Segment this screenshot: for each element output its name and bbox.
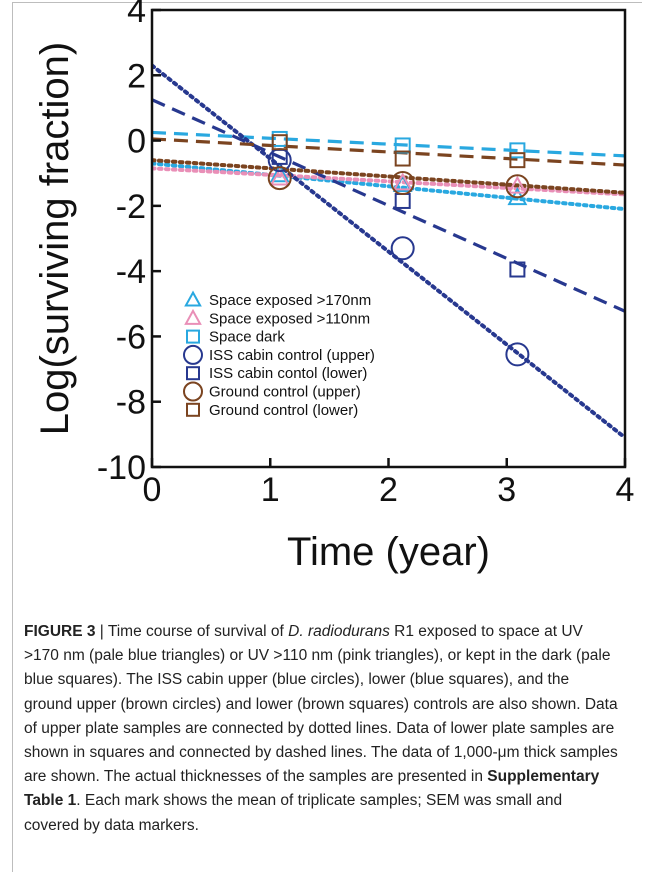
- point-series-1-0: [269, 167, 290, 186]
- caption-separator: |: [95, 623, 108, 640]
- y-tick-label-7: -10: [97, 449, 146, 487]
- point-series-0-0: [269, 164, 290, 183]
- point-series-1-2: [507, 175, 528, 194]
- point-series-6-0: [271, 134, 288, 151]
- legend-label-3: ISS cabin control (upper): [209, 347, 375, 364]
- data-markers: [267, 130, 530, 367]
- figure-frame: [12, 2, 642, 872]
- x-axis-label: Time (year): [287, 530, 490, 574]
- fit-line-series-1: [152, 166, 625, 197]
- caption-text-1: Time course of survival of: [107, 623, 289, 640]
- fit-line-series-3: [152, 63, 625, 440]
- caption-table-ref: Supplementary Table 1: [24, 768, 600, 810]
- y-tick-label-5: -6: [116, 318, 146, 356]
- point-series-2-2: [509, 142, 526, 159]
- fit-line-series-5: [152, 158, 625, 195]
- point-series-6-2: [509, 152, 526, 169]
- legend-label-5: Ground control (upper): [209, 384, 361, 401]
- legend-label-0: Space exposed >170nm: [209, 292, 371, 309]
- legend-marker-0: [184, 290, 202, 307]
- y-tick-label-2: 0: [127, 123, 146, 161]
- legend-marker-6: [186, 402, 200, 417]
- fit-line-series-6: [152, 137, 625, 167]
- y-tick-label-4: -4: [116, 253, 146, 291]
- y-tick-label-0: 4: [127, 0, 146, 30]
- legend-label-1: Space exposed >110nm: [209, 310, 370, 327]
- fit-lines: [152, 63, 625, 440]
- y-tick-label-6: -8: [116, 384, 146, 422]
- x-tick-label-3: 3: [497, 471, 516, 509]
- legend-marker-4: [186, 366, 200, 381]
- point-series-5-2: [505, 174, 530, 199]
- axis-ticks: 0 1 2 3 4 4 2 0 -2 -4 -6 -8 -10: [97, 0, 635, 509]
- legend-label-6: Ground control (lower): [209, 402, 358, 419]
- legend-label-4: ISS cabin contol (lower): [209, 365, 367, 382]
- y-tick-label-3: -2: [116, 188, 146, 226]
- point-series-6-1: [394, 150, 411, 167]
- x-tick-label-1: 1: [261, 471, 280, 509]
- legend-marker-5: [183, 381, 203, 402]
- point-series-4-1: [394, 192, 411, 209]
- legend-marker-3: [183, 344, 203, 365]
- caption-text-3: . Each mark shows the mean of triplicate…: [24, 792, 563, 834]
- y-tick-label-1: 2: [127, 57, 146, 95]
- x-tick-label-4: 4: [616, 471, 635, 509]
- caption-species: D. radiodurans: [288, 623, 390, 640]
- fit-line-series-4: [152, 98, 625, 313]
- point-series-3-2: [505, 342, 530, 367]
- legend-label-2: Space dark: [209, 329, 285, 346]
- x-tick-label-2: 2: [379, 471, 398, 509]
- figure-caption: FIGURE 3 | Time course of survival of D.…: [24, 620, 620, 838]
- caption-text-2: R1 exposed to space at UV >170 nm (pale …: [24, 623, 618, 786]
- point-series-5-0: [267, 166, 292, 191]
- point-series-5-1: [390, 171, 415, 196]
- point-series-1-1: [392, 172, 413, 191]
- figure-label: FIGURE 3: [24, 623, 96, 640]
- point-series-4-2: [509, 261, 526, 278]
- point-series-3-1: [390, 236, 415, 261]
- survival-chart: 0 1 2 3 4 4 2 0 -2 -4 -6 -8 -10 Space exposed >170nm…: [33, 0, 635, 574]
- x-tick-label-0: 0: [143, 471, 162, 509]
- fit-line-series-2: [152, 130, 625, 158]
- legend-marker-2: [186, 329, 200, 344]
- legend-marker-1: [184, 308, 202, 325]
- y-axis-label: Log(surviving fraction): [33, 42, 77, 436]
